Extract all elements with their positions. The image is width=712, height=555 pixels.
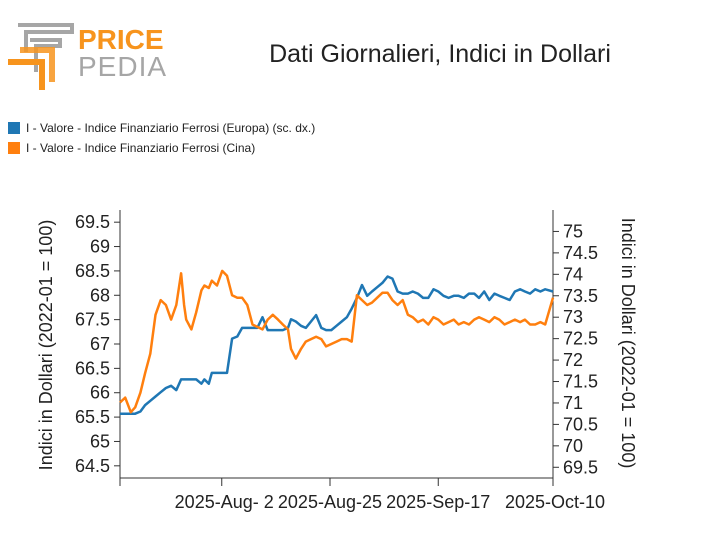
logo-text-pedia: PEDIA [78,51,167,82]
y-right-tick-label: 71.5 [563,372,598,392]
y-right-tick-label: 72 [563,350,583,370]
logo-text-price: PRICE [78,24,164,55]
legend-item-cina[interactable]: I - Valore - Indice Finanziario Ferrosi … [8,138,315,158]
y-right-tick-label: 73.5 [563,286,598,306]
legend-label-cina: I - Valore - Indice Finanziario Ferrosi … [26,141,256,155]
series-line-europa [120,275,554,415]
y-right-tick-label: 72.5 [563,329,598,349]
y-left-tick-label: 68.5 [75,261,110,281]
legend-label-europa: I - Valore - Indice Finanziario Ferrosi … [26,121,316,135]
y-left-tick-label: 67 [90,334,110,354]
legend-item-europa[interactable]: I - Valore - Indice Finanziario Ferrosi … [8,118,315,138]
y-axis-title-left: Indici in Dollari (2022-01 = 100) [36,220,56,471]
y-left-tick-label: 66.5 [75,358,110,378]
series-line-cina [119,269,555,414]
y-left-tick-label: 65.5 [75,407,110,427]
x-tick-label: 2025-Sep-17 [386,492,490,512]
y-left-tick-label: 69 [90,237,110,257]
y-right-tick-label: 74.5 [563,243,598,263]
y-right-tick-label: 74 [563,264,583,284]
chart-axes: 64.56565.56666.56767.56868.56969.569.570… [75,210,605,512]
y-right-tick-label: 70.5 [563,414,598,434]
x-tick-label: 2025-Aug-25 [278,492,382,512]
chart-series [119,269,555,415]
y-right-tick-label: 75 [563,221,583,241]
y-left-tick-label: 68 [90,285,110,305]
y-right-tick-label: 69.5 [563,457,598,477]
x-tick-label: 2025-Oct-10 [505,492,605,512]
chart-title: Dati Giornalieri, Indici in Dollari [269,40,611,68]
y-right-tick-label: 73 [563,307,583,327]
x-tick-label: 2025-Aug- 2 [175,492,274,512]
y-left-tick-label: 69.5 [75,212,110,232]
y-left-tick-label: 66 [90,383,110,403]
y-right-tick-label: 71 [563,393,583,413]
y-left-tick-label: 64.5 [75,456,110,476]
logo-mark-icon [8,23,74,90]
legend-swatch-cina [8,142,20,154]
legend: I - Valore - Indice Finanziario Ferrosi … [8,118,315,158]
y-right-tick-label: 70 [563,436,583,456]
legend-swatch-europa [8,122,20,134]
y-left-tick-label: 67.5 [75,310,110,330]
y-left-tick-label: 65 [90,431,110,451]
pricepedia-logo: PRICE PEDIA [8,23,167,90]
y-axis-title-right: Indici in Dollari (2022-01 = 100) [618,218,638,469]
